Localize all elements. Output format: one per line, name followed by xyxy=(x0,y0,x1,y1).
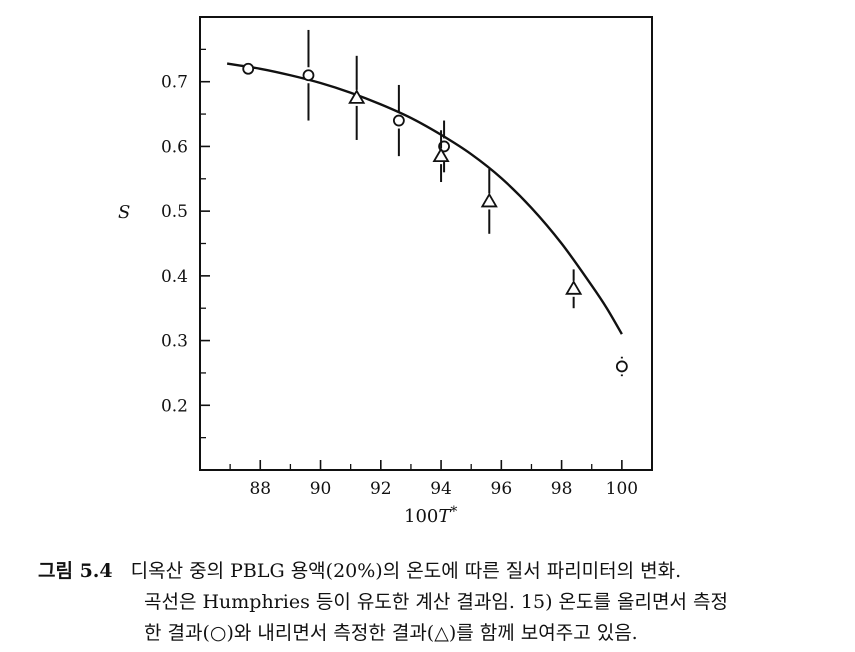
circle-point xyxy=(392,114,405,127)
caption-line-2: 곡선은 Humphries 등이 유도한 계산 결과임. 15) 온도를 올리면… xyxy=(144,591,728,613)
curve-line xyxy=(226,62,623,335)
caption-line-3: 한 결과(○)와 내리면서 측정한 결과(△)를 함께 보여주고 있음. xyxy=(144,622,638,644)
triangle-point xyxy=(432,147,450,163)
data-points xyxy=(242,29,628,377)
chart: 0.2 0.3 0.4 0.5 0.6 0.7 88 90 92 94 96 98 100 S 100… xyxy=(118,16,653,527)
x-tick-label: 90 xyxy=(310,479,332,499)
x-tick-label: 96 xyxy=(491,479,513,499)
y-tick-label: 0.4 xyxy=(161,267,188,287)
y-tick-label: 0.6 xyxy=(161,137,188,157)
x-axis-ticks: 88 90 92 94 96 98 100 xyxy=(229,460,638,499)
y-tick-label: 0.3 xyxy=(161,332,188,352)
circle-point xyxy=(242,62,255,75)
x-tick-label: 100 xyxy=(606,479,638,499)
x-tick-label: 88 xyxy=(249,479,271,499)
y-tick-label: 0.7 xyxy=(161,73,188,93)
y-tick-label: 0.2 xyxy=(161,396,188,416)
caption-line-1: 디옥산 중의 PBLG 용액(20%)의 온도에 따른 질서 파리미터의 변화. xyxy=(130,560,682,582)
circle-point xyxy=(302,69,315,82)
y-tick-label: 0.5 xyxy=(161,202,188,222)
x-tick-label: 94 xyxy=(430,479,452,499)
triangle-point xyxy=(480,192,498,208)
x-tick-label: 98 xyxy=(551,479,573,499)
triangle-point xyxy=(565,280,583,295)
figure-label: 그림 5.4 xyxy=(38,560,113,582)
figure-caption: 그림 5.4 디옥산 중의 PBLG 용액(20%)의 온도에 따른 질서 파리미… xyxy=(38,556,848,649)
triangle-point xyxy=(348,89,366,104)
y-axis-ticks: 0.2 0.3 0.4 0.5 0.6 0.7 xyxy=(161,16,210,471)
y-axis-label: S xyxy=(118,202,130,223)
circle-point xyxy=(615,360,628,373)
plot-frame xyxy=(199,16,653,471)
fitted-curve xyxy=(226,62,623,335)
x-axis-label: 100T* xyxy=(404,504,457,527)
x-tick-label: 92 xyxy=(370,479,392,499)
